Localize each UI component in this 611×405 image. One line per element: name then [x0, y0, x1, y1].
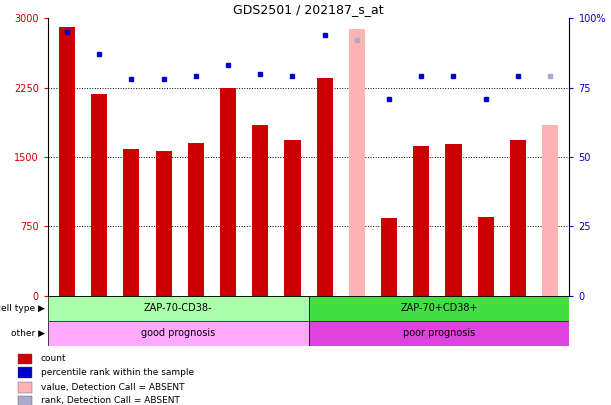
Bar [316, 78, 333, 296]
Bar [252, 125, 268, 296]
Bar [381, 218, 397, 296]
Text: other ▶: other ▶ [10, 329, 45, 338]
Text: value, Detection Call = ABSENT: value, Detection Call = ABSENT [41, 383, 185, 392]
Bar [156, 151, 172, 296]
Bar [48, 321, 309, 346]
Text: poor prognosis: poor prognosis [403, 328, 475, 338]
Bar [445, 144, 461, 296]
Title: GDS2501 / 202187_s_at: GDS2501 / 202187_s_at [233, 3, 384, 16]
Text: rank, Detection Call = ABSENT: rank, Detection Call = ABSENT [41, 396, 180, 405]
Text: cell type ▶: cell type ▶ [0, 304, 45, 313]
Bar [18, 354, 32, 364]
Bar [413, 146, 430, 296]
Text: ZAP-70-CD38-: ZAP-70-CD38- [144, 303, 213, 313]
Bar [123, 149, 139, 296]
Bar [18, 396, 32, 405]
Bar [91, 94, 108, 296]
Bar [18, 382, 32, 392]
Bar [48, 296, 309, 321]
Bar [220, 87, 236, 296]
Bar [188, 143, 204, 296]
Bar [284, 140, 301, 296]
Text: percentile rank within the sample: percentile rank within the sample [41, 368, 194, 377]
Bar [349, 29, 365, 296]
Bar [309, 296, 569, 321]
Bar [59, 28, 75, 296]
Bar [510, 140, 526, 296]
Text: count: count [41, 354, 67, 363]
Text: good prognosis: good prognosis [141, 328, 215, 338]
Bar [542, 126, 558, 296]
Bar [478, 217, 494, 296]
Bar [309, 321, 569, 346]
Text: ZAP-70+CD38+: ZAP-70+CD38+ [400, 303, 478, 313]
Bar [18, 367, 32, 378]
